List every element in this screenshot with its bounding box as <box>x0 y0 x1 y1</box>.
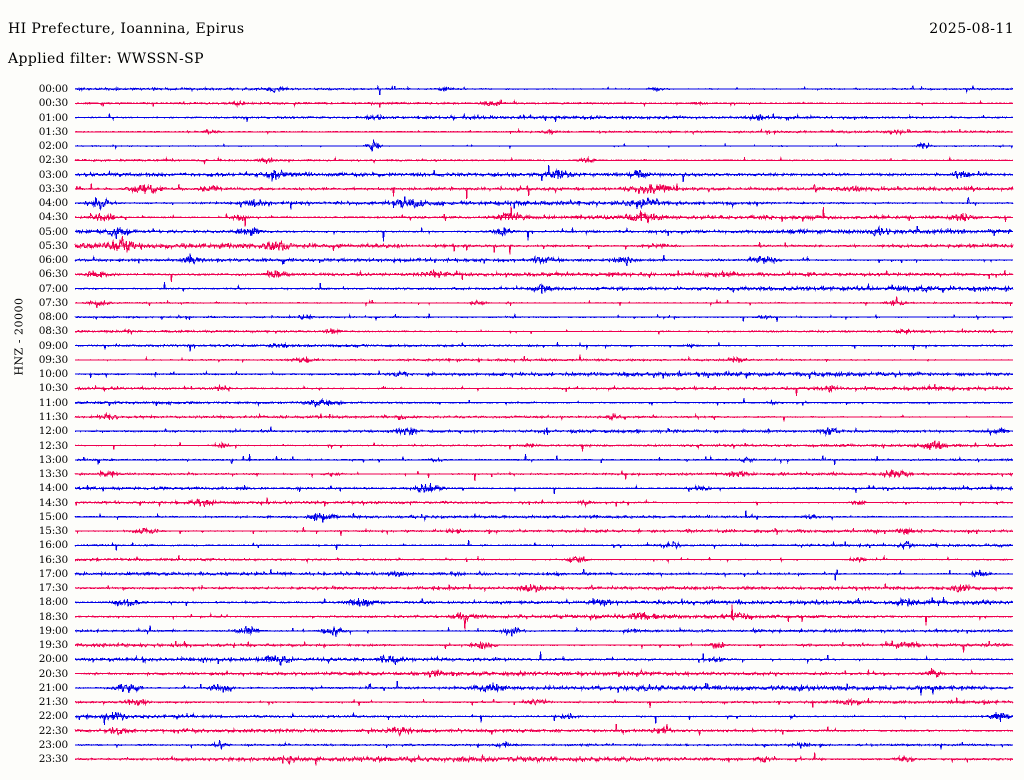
seismic-trace <box>74 596 1014 608</box>
time-axis-label: 08:30 <box>38 325 68 338</box>
time-axis-label: 13:00 <box>38 453 68 466</box>
time-axis-label: 20:30 <box>38 667 68 680</box>
time-axis-label: 18:00 <box>38 596 68 609</box>
time-axis-label: 04:00 <box>38 197 68 210</box>
seismic-trace <box>74 469 1014 481</box>
seismic-trace <box>74 281 1014 294</box>
time-axis-label: 03:00 <box>38 168 68 181</box>
time-axis-label: 01:00 <box>38 111 68 124</box>
time-axis-label: 05:30 <box>38 239 68 252</box>
time-axis-label: 00:30 <box>38 97 68 110</box>
time-axis-label: 18:30 <box>38 610 68 623</box>
time-axis-label: 09:00 <box>38 339 68 352</box>
seismic-trace <box>74 711 1014 726</box>
time-axis-label: 03:30 <box>38 182 68 195</box>
seismic-trace <box>74 651 1014 666</box>
time-axis-label: 06:30 <box>38 268 68 281</box>
seismic-trace <box>74 183 1014 199</box>
time-axis-label: 21:30 <box>38 696 68 709</box>
time-axis-label: 15:00 <box>38 510 68 523</box>
time-axis-label: 17:30 <box>38 582 68 595</box>
time-axis-label: 17:00 <box>38 567 68 580</box>
helicorder-plot: 00:00 00:30 01:00 01:30 02:00 02:30 03:00 03:30… <box>0 78 1024 778</box>
time-axis-label: 06:00 <box>38 254 68 267</box>
seismic-trace <box>74 84 1014 96</box>
time-axis-label: 16:30 <box>38 553 68 566</box>
time-axis-label: 15:30 <box>38 525 68 538</box>
time-axis-label: 08:00 <box>38 311 68 324</box>
time-axis-label: 02:00 <box>38 140 68 153</box>
time-axis-label: 12:00 <box>38 425 68 438</box>
seismic-trace <box>74 268 1014 282</box>
applied-filter-label: Applied filter: WWSSN-SP <box>8 51 204 67</box>
seismic-trace <box>74 312 1014 322</box>
time-axis-label: 00:00 <box>38 83 68 95</box>
seismic-trace <box>74 354 1014 364</box>
seismic-trace <box>74 569 1014 581</box>
time-axis-label: 05:00 <box>38 225 68 238</box>
time-axis-label: 13:30 <box>38 468 68 481</box>
time-axis-label: 22:30 <box>38 724 68 737</box>
seismic-trace <box>74 224 1014 242</box>
seismic-trace <box>74 554 1014 564</box>
seismic-trace <box>74 235 1014 255</box>
time-axis-label: 11:30 <box>38 410 68 423</box>
time-axis-label: 10:30 <box>38 382 68 395</box>
record-date: 2025-08-11 <box>929 21 1014 37</box>
time-axis-label: 01:30 <box>38 125 68 138</box>
seismic-trace <box>74 668 1014 679</box>
seismic-trace <box>74 411 1014 422</box>
time-axis-label: 11:00 <box>38 396 68 409</box>
time-axis-label: 02:30 <box>38 154 68 167</box>
seismic-trace <box>74 341 1013 352</box>
seismic-trace <box>74 206 1014 227</box>
seismic-trace <box>74 697 1014 709</box>
time-axis-label: 22:00 <box>38 710 68 723</box>
time-axis-label: 12:30 <box>38 439 68 452</box>
time-axis-label: 07:00 <box>38 282 68 295</box>
seismic-trace <box>74 440 1014 452</box>
seismic-trace <box>74 640 1014 653</box>
seismic-trace <box>74 583 1014 593</box>
time-axis-label: 23:00 <box>38 738 68 751</box>
time-axis-label: 20:00 <box>38 653 68 666</box>
time-axis-label: 04:30 <box>38 211 68 224</box>
time-axis-label: 23:30 <box>38 753 68 766</box>
seismic-trace <box>74 383 1014 397</box>
time-axis-label: 07:30 <box>38 296 68 309</box>
time-axis-label: 16:00 <box>38 539 68 552</box>
time-axis-label: 10:00 <box>38 368 68 381</box>
seismic-trace <box>74 164 1014 182</box>
time-axis-label: 19:30 <box>38 639 68 652</box>
seismic-trace <box>74 723 1014 737</box>
time-axis-label: 19:00 <box>38 624 68 637</box>
time-axis-label: 14:30 <box>38 496 68 509</box>
page-title: HI Prefecture, Ioannina, Epirus <box>8 21 245 37</box>
time-axis-label: 09:30 <box>38 353 68 366</box>
time-axis-label: 14:00 <box>38 482 68 495</box>
time-axis-label: 21:00 <box>38 681 68 694</box>
trace-canvas <box>74 84 1014 766</box>
